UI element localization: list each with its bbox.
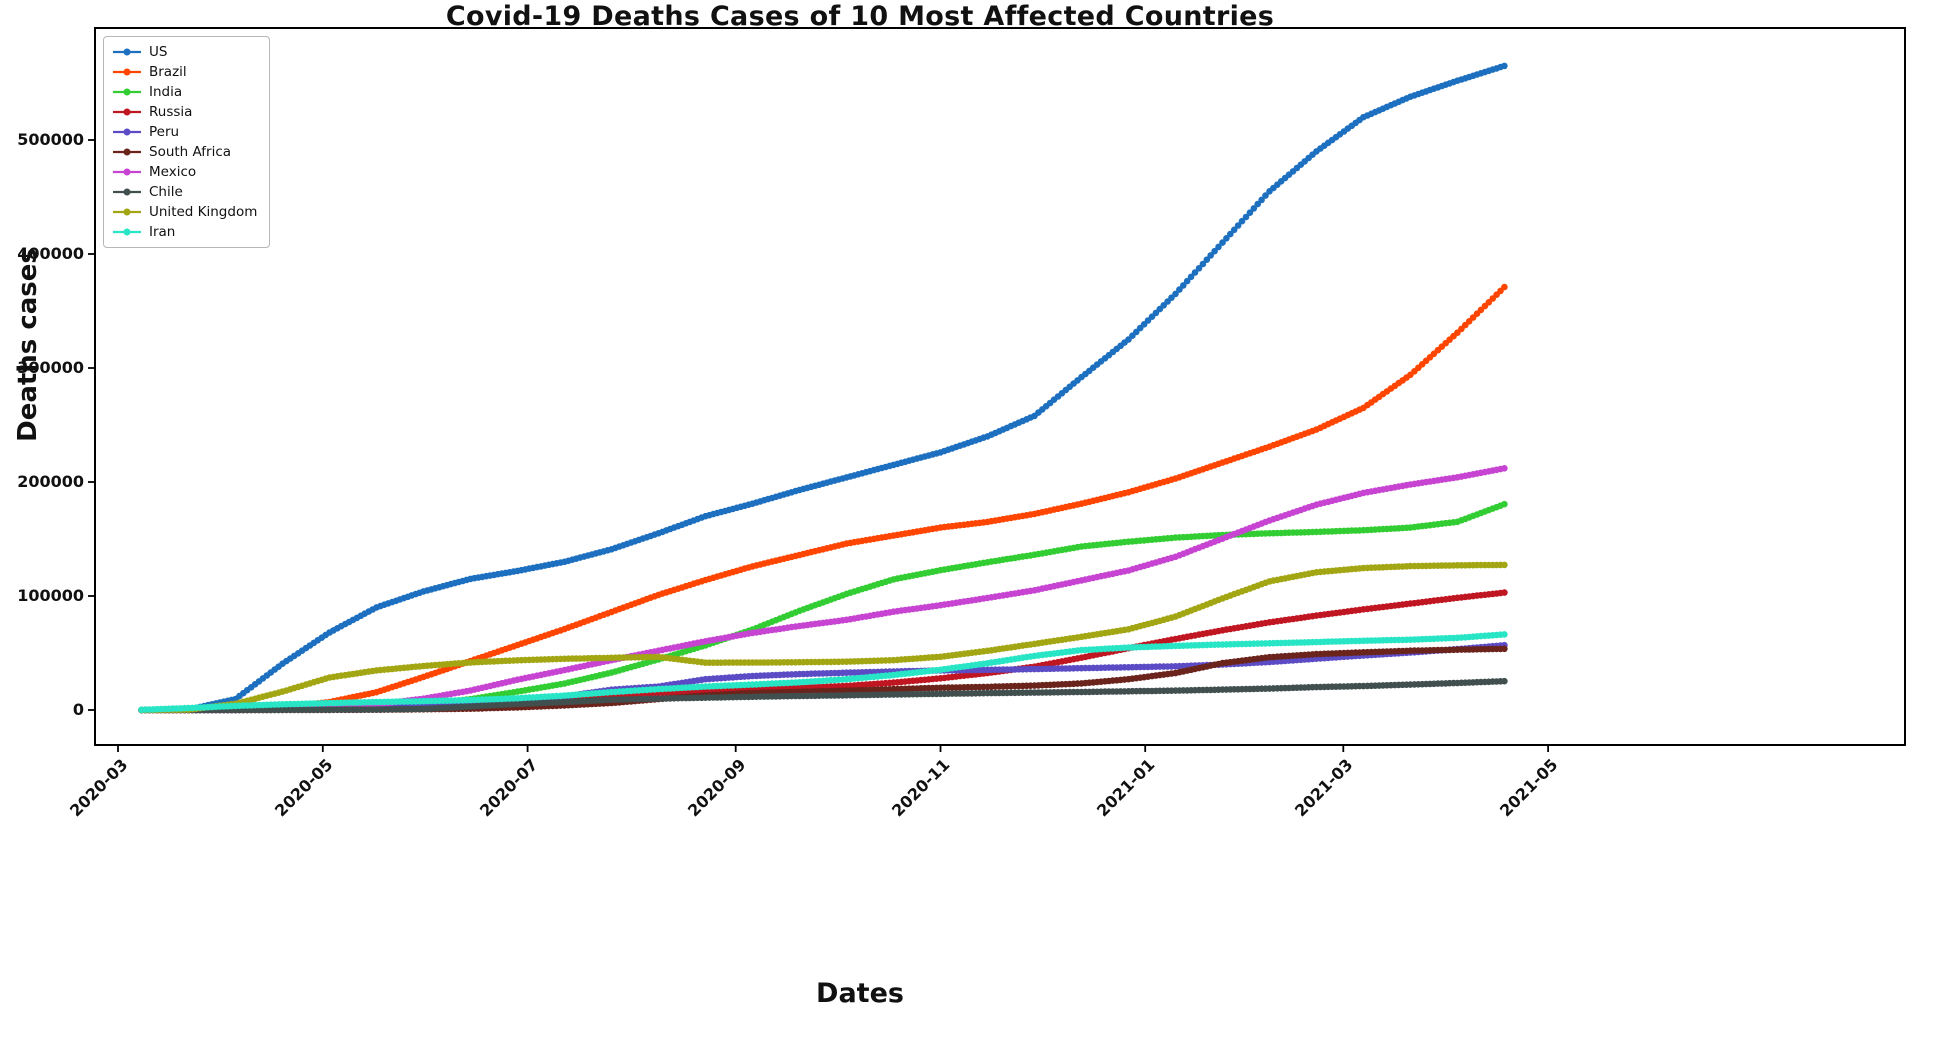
legend-line-marker-icon — [113, 88, 141, 96]
legend-item: India — [112, 84, 257, 100]
legend-item: Russia — [112, 104, 257, 120]
legend-label: Brazil — [149, 64, 187, 80]
y-tick-label: 300000 — [17, 358, 84, 377]
legend-item: South Africa — [112, 144, 257, 160]
legend-label: US — [149, 44, 168, 60]
legend-item: Iran — [112, 224, 257, 240]
legend-item: Peru — [112, 124, 257, 140]
legend-label: Peru — [149, 124, 180, 140]
legend-line-marker-icon — [113, 148, 141, 156]
legend-line-marker-icon — [113, 68, 141, 76]
legend-line-marker-icon — [113, 228, 141, 236]
legend-label: United Kingdom — [149, 204, 258, 220]
legend-label: Mexico — [149, 164, 197, 180]
legend-label: Chile — [149, 184, 183, 200]
legend-line-marker-icon — [113, 208, 141, 216]
legend-line-marker-icon — [113, 188, 141, 196]
legend-item: Chile — [112, 184, 257, 200]
y-tick-label: 500000 — [17, 130, 84, 149]
y-tick-label: 200000 — [17, 472, 84, 491]
legend-line-marker-icon — [113, 168, 141, 176]
x-axis-label: Dates — [816, 978, 904, 1009]
legend-item: United Kingdom — [112, 204, 257, 220]
y-tick-label: 0 — [72, 700, 84, 719]
legend-line-marker-icon — [113, 48, 141, 56]
legend-label: Russia — [149, 104, 193, 120]
legend-line-marker-icon — [113, 108, 141, 116]
legend-label: India — [149, 84, 183, 100]
chart-title: Covid-19 Deaths Cases of 10 Most Affecte… — [445, 1, 1275, 32]
legend: US Brazil India Russia Peru South Africa Mexic… — [103, 36, 271, 248]
legend-item: US — [112, 44, 257, 60]
y-tick-label: 400000 — [17, 244, 84, 263]
legend-label: South Africa — [149, 144, 232, 160]
legend-label: Iran — [149, 224, 176, 240]
y-axis-label: Deaths cases — [13, 248, 43, 442]
legend-item: Mexico — [112, 164, 257, 180]
legend-line-marker-icon — [113, 128, 141, 136]
legend-item: Brazil — [112, 64, 257, 80]
y-tick-label: 100000 — [17, 586, 84, 605]
